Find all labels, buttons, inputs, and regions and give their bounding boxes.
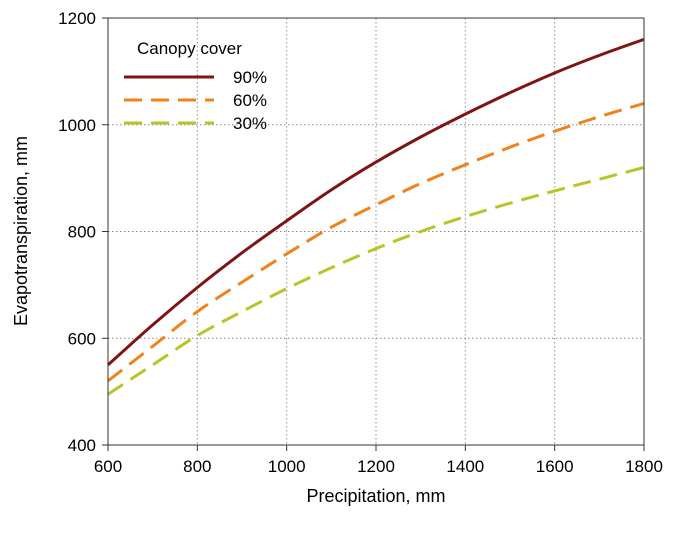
y-tick-label: 800 [68,223,96,242]
grid-lines [108,18,644,445]
legend: Canopy cover 90% 60% 30% [124,39,267,133]
x-tick-labels: 600 800 1000 1200 1400 1600 1800 [94,457,663,476]
y-tick-label: 1000 [58,116,96,135]
x-axis-title: Precipitation, mm [306,486,445,506]
series-line-1 [107,37,645,367]
y-tick-label: 400 [68,436,96,455]
series-line-2 [107,101,645,383]
legend-label: 30% [233,114,267,133]
series-lines [107,37,645,396]
series-line-3 [107,165,645,396]
y-tick-label: 1200 [58,9,96,28]
x-tick-label: 1800 [625,457,663,476]
y-tick-labels: 400 600 800 1000 1200 [58,9,96,455]
x-tick-label: 800 [183,457,211,476]
x-tick-label: 1200 [357,457,395,476]
x-tick-label: 1400 [446,457,484,476]
legend-label: 60% [233,91,267,110]
y-tick-label: 600 [68,329,96,348]
x-tick-label: 1000 [268,457,306,476]
axis-ticks [102,17,645,451]
x-tick-label: 600 [94,457,122,476]
legend-title: Canopy cover [137,39,242,58]
y-axis-title: Evapotranspiration, mm [11,136,31,326]
x-tick-label: 1600 [536,457,574,476]
legend-label: 90% [233,68,267,87]
